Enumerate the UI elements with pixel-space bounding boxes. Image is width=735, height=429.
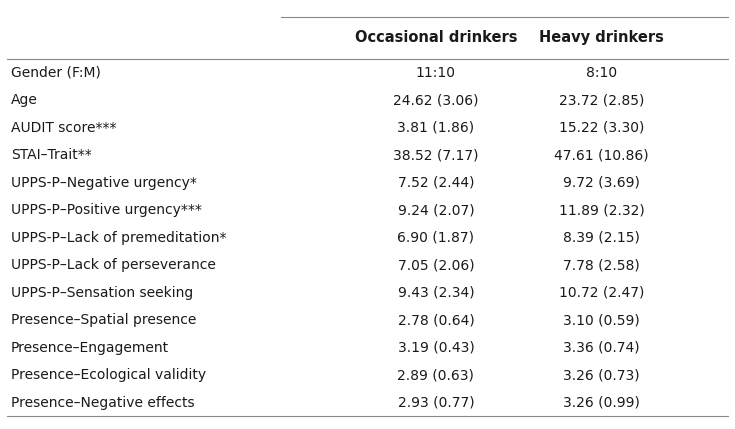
Text: Heavy drinkers: Heavy drinkers (539, 30, 664, 45)
Text: STAI–Trait**: STAI–Trait** (11, 148, 92, 162)
Text: Gender (F:M): Gender (F:M) (11, 66, 101, 80)
Text: 9.43 (2.34): 9.43 (2.34) (398, 286, 474, 299)
Text: 3.81 (1.86): 3.81 (1.86) (398, 121, 475, 135)
Text: Presence–Negative effects: Presence–Negative effects (11, 396, 195, 410)
Text: 11.89 (2.32): 11.89 (2.32) (559, 203, 645, 217)
Text: UPPS-P–Sensation seeking: UPPS-P–Sensation seeking (11, 286, 193, 299)
Text: 47.61 (10.86): 47.61 (10.86) (554, 148, 649, 162)
Text: 10.72 (2.47): 10.72 (2.47) (559, 286, 645, 299)
Text: 9.72 (3.69): 9.72 (3.69) (563, 175, 640, 190)
Text: UPPS-P–Negative urgency*: UPPS-P–Negative urgency* (11, 175, 197, 190)
Text: 38.52 (7.17): 38.52 (7.17) (393, 148, 478, 162)
Text: 2.89 (0.63): 2.89 (0.63) (398, 368, 474, 382)
Text: 15.22 (3.30): 15.22 (3.30) (559, 121, 645, 135)
Text: Presence–Ecological validity: Presence–Ecological validity (11, 368, 206, 382)
Text: 7.78 (2.58): 7.78 (2.58) (563, 258, 640, 272)
Text: 2.93 (0.77): 2.93 (0.77) (398, 396, 474, 410)
Text: 11:10: 11:10 (416, 66, 456, 80)
Text: 23.72 (2.85): 23.72 (2.85) (559, 93, 645, 107)
Text: Age: Age (11, 93, 37, 107)
Text: UPPS-P–Lack of perseverance: UPPS-P–Lack of perseverance (11, 258, 216, 272)
Text: UPPS-P–Positive urgency***: UPPS-P–Positive urgency*** (11, 203, 202, 217)
Text: Presence–Spatial presence: Presence–Spatial presence (11, 313, 196, 327)
Text: 24.62 (3.06): 24.62 (3.06) (393, 93, 478, 107)
Text: 8:10: 8:10 (586, 66, 617, 80)
Text: 3.10 (0.59): 3.10 (0.59) (563, 313, 640, 327)
Text: 3.36 (0.74): 3.36 (0.74) (563, 341, 640, 355)
Text: 2.78 (0.64): 2.78 (0.64) (398, 313, 474, 327)
Text: AUDIT score***: AUDIT score*** (11, 121, 116, 135)
Text: 8.39 (2.15): 8.39 (2.15) (563, 231, 640, 245)
Text: 3.26 (0.99): 3.26 (0.99) (563, 396, 640, 410)
Text: 3.26 (0.73): 3.26 (0.73) (563, 368, 640, 382)
Text: 7.05 (2.06): 7.05 (2.06) (398, 258, 474, 272)
Text: 6.90 (1.87): 6.90 (1.87) (398, 231, 474, 245)
Text: UPPS-P–Lack of premeditation*: UPPS-P–Lack of premeditation* (11, 231, 226, 245)
Text: 3.19 (0.43): 3.19 (0.43) (398, 341, 474, 355)
Text: 7.52 (2.44): 7.52 (2.44) (398, 175, 474, 190)
Text: Presence–Engagement: Presence–Engagement (11, 341, 169, 355)
Text: 9.24 (2.07): 9.24 (2.07) (398, 203, 474, 217)
Text: Occasional drinkers: Occasional drinkers (355, 30, 517, 45)
